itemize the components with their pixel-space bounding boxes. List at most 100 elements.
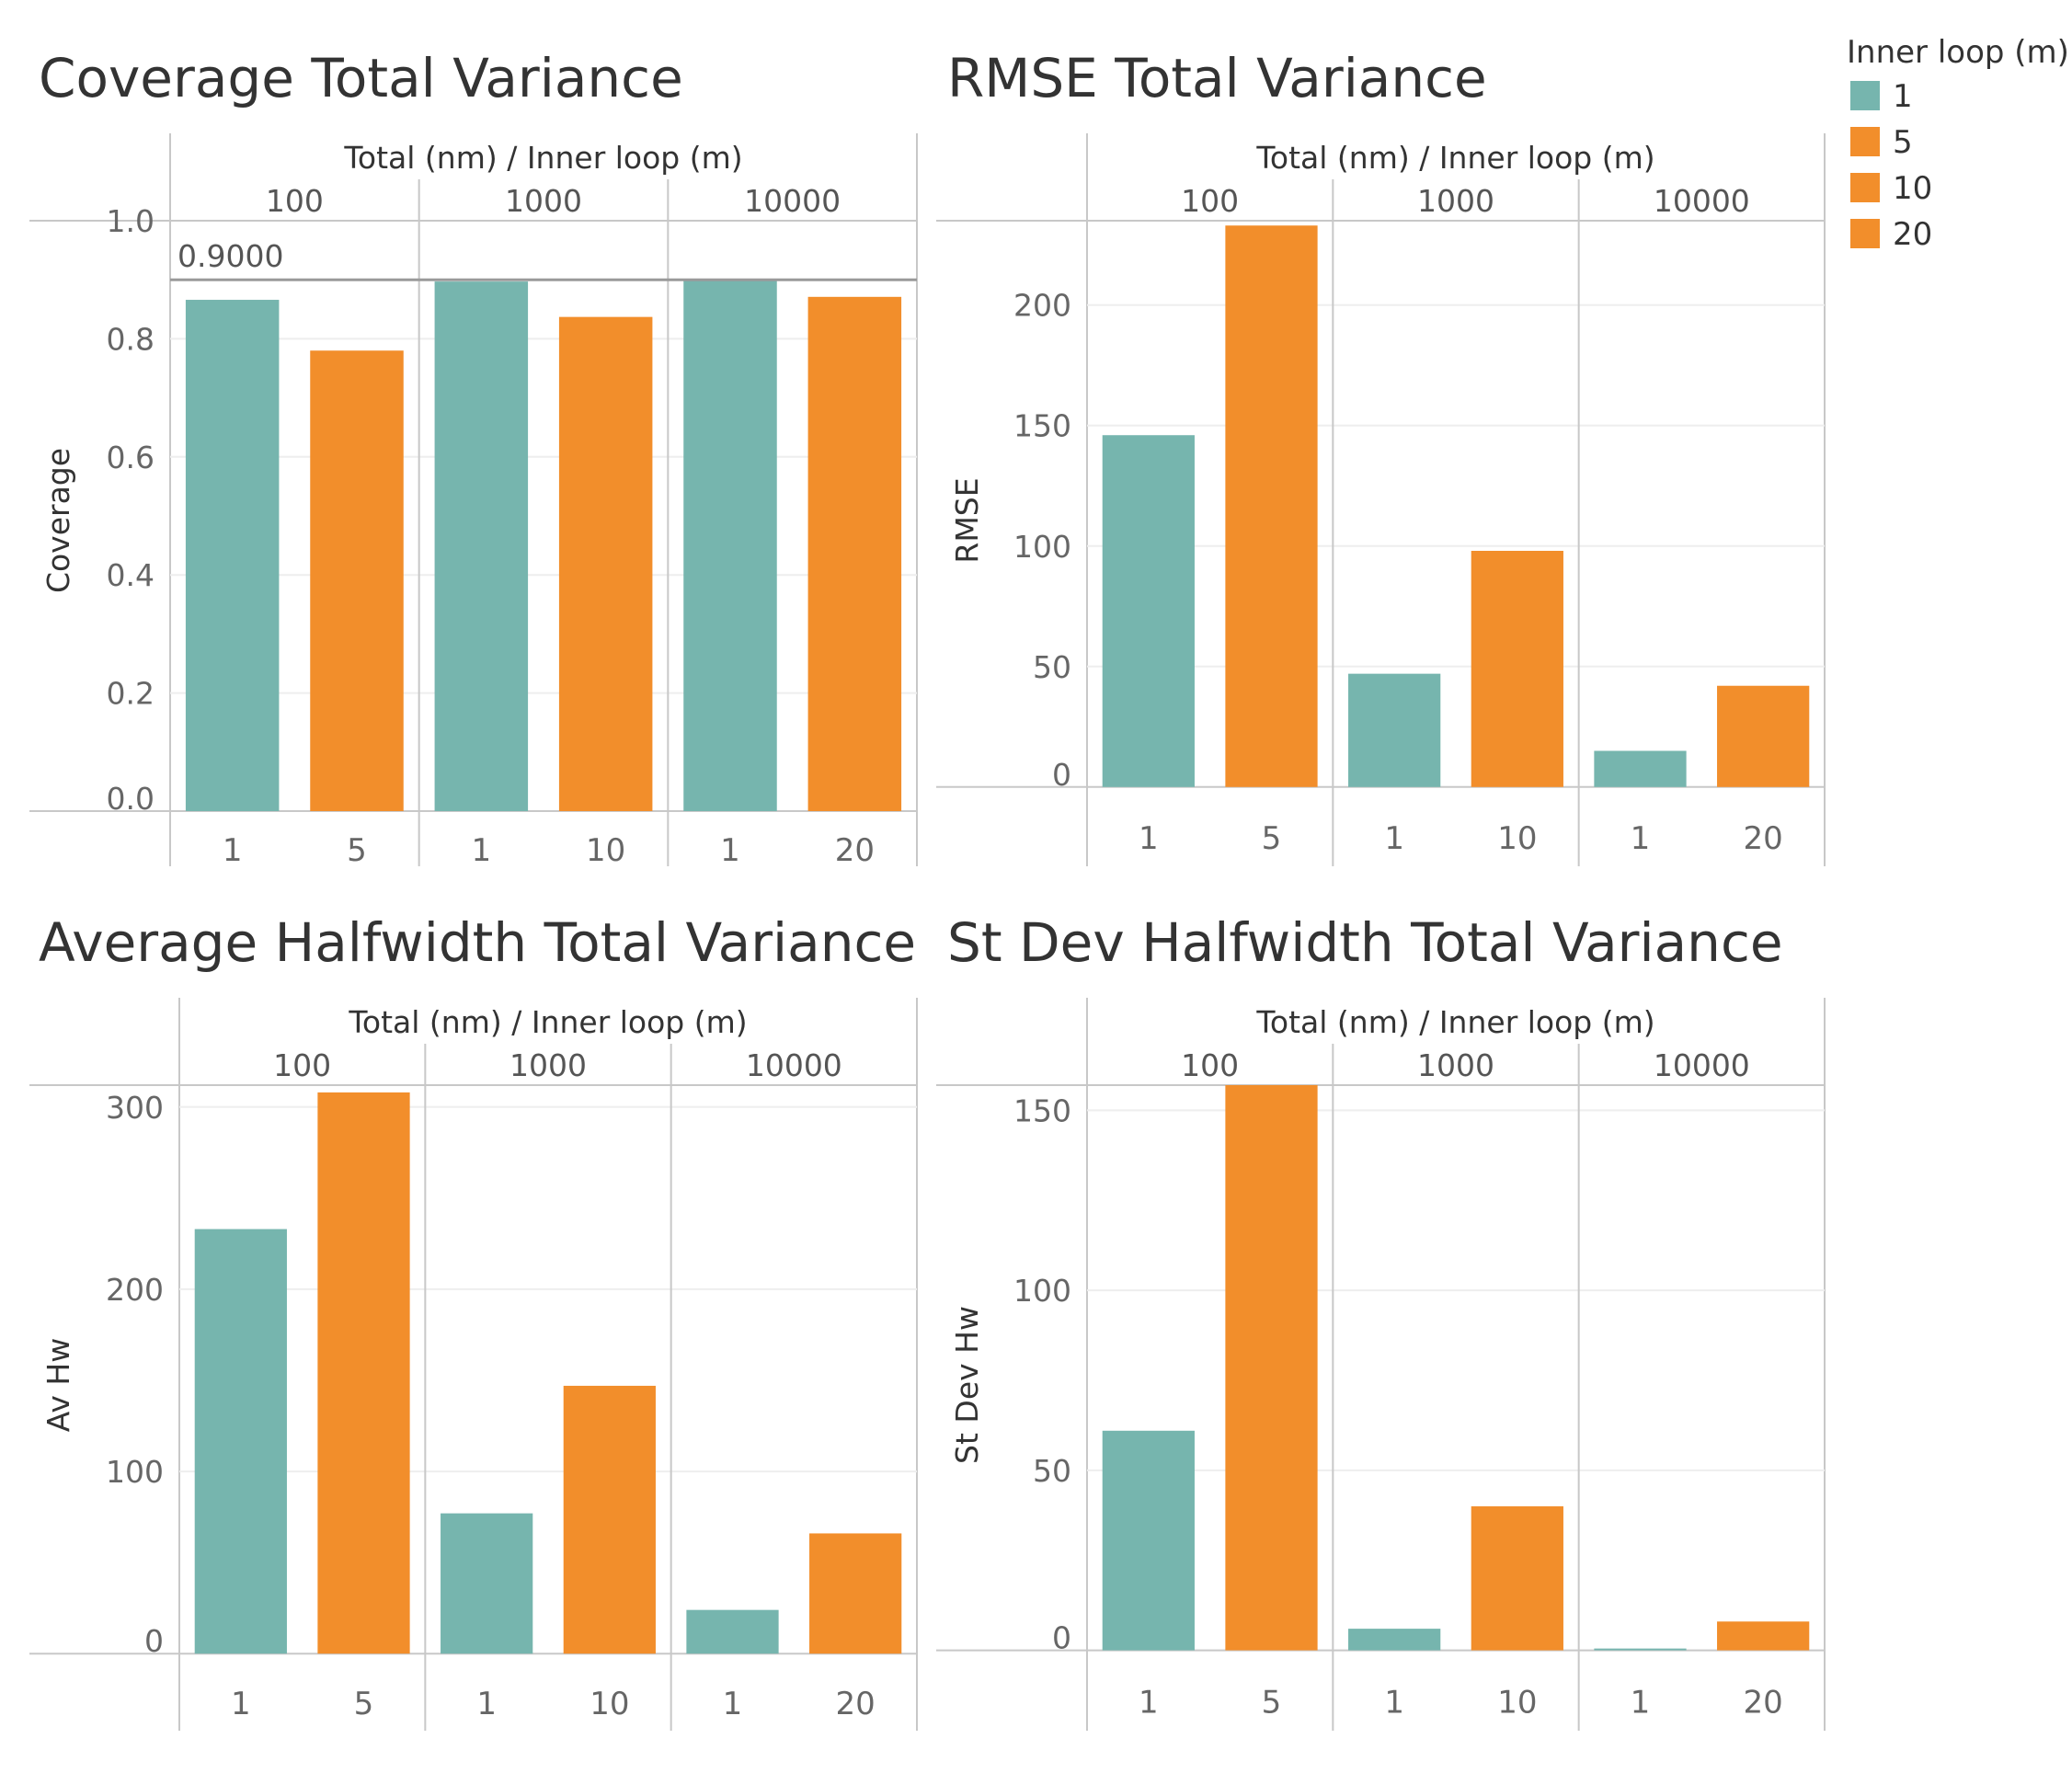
x-tick-label: 1 <box>472 832 492 869</box>
legend-swatch-10 <box>1850 173 1880 202</box>
x-tick-label: 1 <box>1139 1684 1159 1721</box>
y-tick-label: 0.8 <box>107 321 155 357</box>
y-tick-label: 100 <box>106 1454 164 1490</box>
group-header-10000: 10000 <box>1654 1047 1750 1083</box>
legend-swatch-5 <box>1850 127 1880 156</box>
y-tick-label: 0 <box>1052 1620 1071 1656</box>
x-tick-label: 20 <box>835 832 875 869</box>
y-tick-label: 50 <box>1033 1453 1071 1489</box>
x-tick-label: 10 <box>586 832 625 869</box>
x-tick-label: 20 <box>1744 1684 1783 1721</box>
chart-title: Coverage Total Variance <box>39 47 683 109</box>
group-header-100: 100 <box>1181 1047 1239 1083</box>
group-header-100: 100 <box>266 183 324 219</box>
legend-label-1: 1 <box>1893 78 1913 115</box>
group-header-1000: 1000 <box>505 183 582 219</box>
bar-100-1 <box>185 300 280 811</box>
x-tick-label: 1 <box>231 1686 251 1722</box>
column-header-label: Total (nm) / Inner loop (m) <box>348 1004 747 1040</box>
bar-10000-1 <box>1594 750 1687 787</box>
bar-1000-10 <box>558 316 653 811</box>
x-tick-label: 5 <box>1262 1684 1282 1721</box>
y-tick-label: 300 <box>106 1090 164 1126</box>
bar-1000-1 <box>1348 1629 1441 1651</box>
chart-panel-4: St Dev Halfwidth Total Variance Total (nm… <box>936 911 1826 1731</box>
y-tick-label: 0 <box>144 1623 164 1659</box>
group-header-10000: 10000 <box>746 1047 842 1083</box>
bar-10000-20 <box>809 1533 902 1654</box>
y-tick-label: 150 <box>1013 408 1071 444</box>
group-header-10000: 10000 <box>1654 183 1750 219</box>
y-tick-label: 150 <box>1013 1092 1071 1128</box>
x-tick-label: 1 <box>1384 1684 1404 1721</box>
legend-swatch-20 <box>1850 219 1880 248</box>
y-tick-label: 0.6 <box>107 440 155 475</box>
y-axis-label: St Dev Hw <box>949 1306 985 1464</box>
bar-1000-1 <box>1348 673 1441 787</box>
y-tick-label: 1.0 <box>107 203 155 239</box>
x-tick-label: 1 <box>1139 820 1159 857</box>
column-header-label: Total (nm) / Inner loop (m) <box>1255 140 1654 176</box>
chart-panel-3: Average Halfwidth Total Variance Total (n… <box>29 911 918 1731</box>
group-header-1000: 1000 <box>1417 183 1494 219</box>
bar-10000-20 <box>1717 1621 1810 1651</box>
x-tick-label: 1 <box>1631 820 1651 857</box>
y-tick-label: 200 <box>1013 288 1071 324</box>
group-header-100: 100 <box>1181 183 1239 219</box>
bar-10000-1 <box>686 1609 779 1654</box>
bar-100-5 <box>1225 1085 1318 1651</box>
y-tick-label: 0 <box>1052 757 1071 793</box>
legend-swatch-1 <box>1850 81 1880 110</box>
bar-100-1 <box>1102 1430 1195 1651</box>
legend-label-20: 20 <box>1893 216 1932 253</box>
bar-100-1 <box>1102 435 1195 787</box>
bar-1000-10 <box>1471 550 1563 787</box>
y-tick-label: 0.0 <box>107 781 155 817</box>
x-tick-label: 1 <box>1384 820 1404 857</box>
bar-1000-1 <box>434 281 529 812</box>
bar-1000-10 <box>1471 1506 1563 1651</box>
bar-10000-20 <box>807 296 902 811</box>
legend-title: Inner loop (m) <box>1847 34 2069 71</box>
bar-10000-1 <box>1594 1648 1687 1651</box>
x-tick-label: 10 <box>1497 1684 1537 1721</box>
x-tick-label: 1 <box>720 832 740 869</box>
reference-line-label: 0.9000 <box>177 238 283 274</box>
x-tick-label: 20 <box>1744 820 1783 857</box>
x-tick-label: 1 <box>223 832 243 869</box>
legend-label-10: 10 <box>1893 170 1932 207</box>
x-tick-label: 10 <box>590 1686 629 1722</box>
column-header-label: Total (nm) / Inner loop (m) <box>343 140 742 176</box>
y-tick-label: 0.2 <box>107 676 155 712</box>
x-tick-label: 5 <box>354 1686 374 1722</box>
x-tick-label: 10 <box>1497 820 1537 857</box>
bar-10000-20 <box>1717 685 1810 787</box>
y-tick-label: 100 <box>1013 1273 1071 1309</box>
legend: Inner loop (m) 1 5 10 20 <box>1847 34 2069 253</box>
x-tick-label: 1 <box>476 1686 497 1722</box>
group-header-100: 100 <box>273 1047 331 1083</box>
y-tick-label: 0.4 <box>107 557 155 593</box>
x-tick-label: 5 <box>1262 820 1282 857</box>
x-tick-label: 5 <box>347 832 367 869</box>
chart-title: RMSE Total Variance <box>947 47 1487 109</box>
bar-100-1 <box>194 1229 287 1654</box>
y-axis-label: RMSE <box>949 477 985 563</box>
y-axis-label: Av Hw <box>40 1338 76 1432</box>
x-tick-label: 1 <box>1631 1684 1651 1721</box>
y-tick-label: 100 <box>1013 529 1071 565</box>
legend-label-5: 5 <box>1893 124 1913 161</box>
column-header-label: Total (nm) / Inner loop (m) <box>1255 1004 1654 1040</box>
bar-1000-1 <box>441 1513 533 1654</box>
x-tick-label: 20 <box>836 1686 876 1722</box>
chart-panel-1: Coverage Total Variance Total (nm) / Inne… <box>29 47 918 869</box>
bar-1000-10 <box>563 1385 656 1654</box>
bar-100-5 <box>310 350 404 811</box>
group-header-1000: 1000 <box>1417 1047 1494 1083</box>
group-header-10000: 10000 <box>744 183 841 219</box>
bar-100-5 <box>1225 225 1318 787</box>
chart-title: Average Halfwidth Total Variance <box>39 911 916 974</box>
group-header-1000: 1000 <box>509 1047 587 1083</box>
y-axis-label: Coverage <box>40 448 76 593</box>
